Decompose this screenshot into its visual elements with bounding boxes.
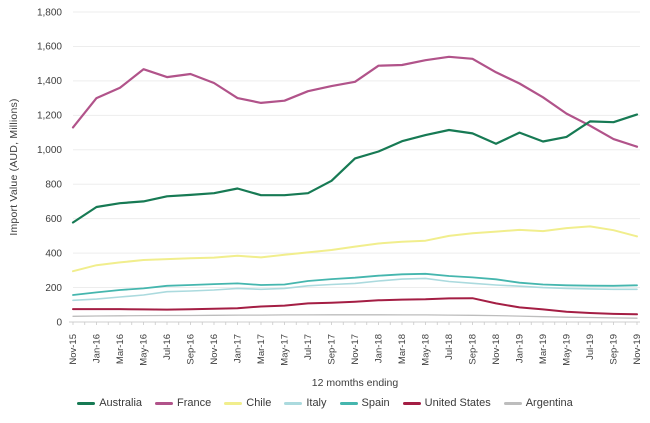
legend-item-argentina: Argentina <box>503 397 573 409</box>
legend-line-swatch-spain <box>339 401 358 405</box>
legend-line-swatch-australia <box>77 401 96 405</box>
legend-label: France <box>177 397 212 409</box>
y-tick-label: 1,800 <box>37 7 62 18</box>
series-line-united-states <box>72 297 638 316</box>
y-tick-label: 600 <box>45 214 62 225</box>
x-tick-label: May-16 <box>139 334 150 366</box>
series-line-chile <box>72 225 638 273</box>
x-tick-label: Nov-19 <box>632 334 643 365</box>
x-tick-label: Jul-16 <box>162 334 173 360</box>
y-tick-label: 1,200 <box>37 111 62 122</box>
series-line-australia <box>71 113 639 224</box>
legend-line-swatch-italy <box>284 401 303 405</box>
x-tick-label: May-17 <box>280 334 291 366</box>
legend-item-france: France <box>155 397 211 409</box>
x-tick-label: Nov-17 <box>350 334 361 365</box>
legend-item-chile: Chile <box>224 397 271 409</box>
x-tick-label: Sep-19 <box>609 334 620 365</box>
x-tick-label: May-18 <box>421 334 432 366</box>
x-tick-label: Mar-16 <box>115 334 126 364</box>
legend-item-italy: Italy <box>284 397 327 409</box>
legend-label: Chile <box>246 397 272 409</box>
y-tick-label: 0 <box>56 317 62 328</box>
x-tick-label: Mar-18 <box>397 334 408 364</box>
x-axis-title: 12 momths ending <box>311 377 399 389</box>
legend-line-swatch-argentina <box>503 401 522 405</box>
legend-item-spain: Spain <box>339 397 390 409</box>
legend-label: Spain <box>361 397 390 409</box>
legend: Australia France Chile Italy Spain United Sta… <box>0 397 650 409</box>
x-tick-label: Mar-19 <box>538 334 549 364</box>
x-tick-label: Nov-15 <box>68 334 79 365</box>
x-tick-label: Jan-19 <box>515 334 526 363</box>
y-tick-label: 1,600 <box>37 42 62 53</box>
y-tick-label: 800 <box>45 180 62 191</box>
x-tick-label: Nov-18 <box>491 334 502 365</box>
legend-label: Italy <box>306 397 327 409</box>
x-tick-label: Mar-17 <box>256 334 267 364</box>
legend-label: Argentina <box>525 397 573 409</box>
legend-line-swatch-united-states <box>402 401 421 405</box>
series-line-italy <box>72 277 638 302</box>
y-axis-title: Import Value (AUD, Millions) <box>8 98 20 236</box>
x-tick-label: Sep-18 <box>468 334 479 365</box>
y-tick-label: 200 <box>45 283 62 294</box>
legend-item-australia: Australia <box>77 397 142 409</box>
legend-label: Australia <box>99 397 142 409</box>
legend-line-swatch-france <box>155 401 173 405</box>
x-tick-label: Sep-16 <box>186 334 197 365</box>
y-tick-label: 1,000 <box>37 145 62 156</box>
series-line-argentina <box>72 314 638 319</box>
x-tick-label: Sep-17 <box>327 334 338 365</box>
x-tick-label: Jul-18 <box>444 334 455 360</box>
legend-line-swatch-chile <box>224 401 243 405</box>
x-tick-label: May-19 <box>562 334 573 366</box>
x-tick-label: Jul-17 <box>303 334 314 360</box>
x-tick-label: Jan-18 <box>374 334 385 363</box>
y-tick-label: 400 <box>45 248 62 259</box>
series-line-spain <box>72 272 638 296</box>
x-tick-label: Nov-16 <box>209 334 220 365</box>
y-tick-label: 1,400 <box>37 76 62 87</box>
legend-item-united-states: United States <box>402 397 491 409</box>
x-tick-label: Jan-17 <box>233 334 244 363</box>
legend-label: United States <box>424 397 491 409</box>
x-tick-label: Jan-16 <box>92 334 103 363</box>
series-line-france <box>71 55 639 148</box>
x-tick-label: Jul-19 <box>585 334 596 360</box>
